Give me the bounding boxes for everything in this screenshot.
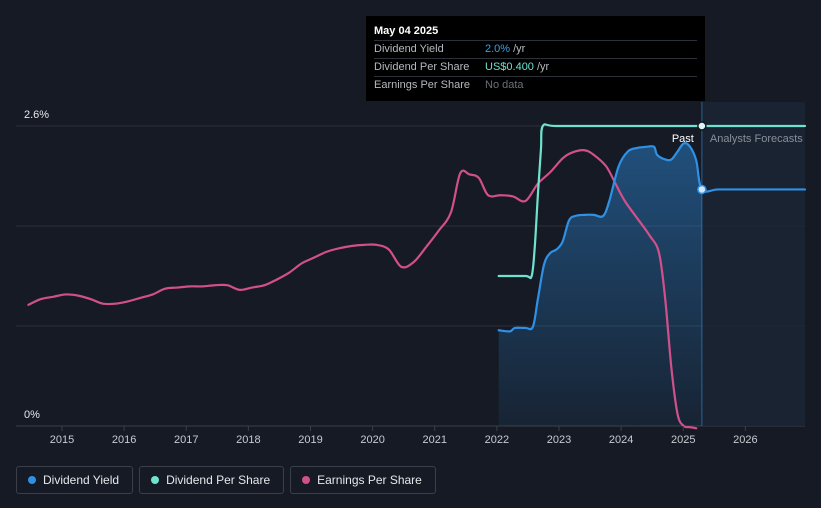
x-tick-label: 2020 [360, 434, 384, 446]
legend-label: Dividend Yield [43, 473, 120, 487]
x-tick-label: 2023 [547, 434, 571, 446]
tooltip-row-dividend-yield: Dividend Yield 2.0% /yr [374, 40, 697, 58]
tooltip-row-dividend-per-share: Dividend Per Share US$0.400 /yr [374, 58, 697, 76]
forecast-region [701, 102, 805, 426]
legend-dot-icon [151, 476, 160, 484]
x-tick-label: 2016 [112, 434, 136, 446]
tooltip-value: No data [485, 79, 524, 91]
legend-dot-icon [28, 476, 36, 484]
legend-label: Dividend Per Share [166, 473, 271, 487]
hover-markers [697, 121, 707, 195]
earnings-per-share-line [27, 149, 698, 430]
legend-label: Earnings Per Share [317, 473, 422, 487]
y-tick-label: 2.6% [24, 109, 49, 121]
chart-legend: Dividend Yield Dividend Per Share Earnin… [16, 466, 436, 494]
x-tick-label: 2017 [174, 434, 198, 446]
dividend-yield-marker [697, 184, 707, 195]
tooltip-row-earnings-per-share: Earnings Per Share No data [374, 76, 697, 94]
legend-item-earnings-per-share[interactable]: Earnings Per Share [290, 466, 436, 494]
dividend-yield-area [498, 102, 805, 427]
x-tick-label: 2026 [733, 434, 757, 446]
x-tick-label: 2024 [609, 434, 633, 446]
forecast-label: Analysts Forecasts [710, 133, 803, 145]
x-tick-label: 2018 [236, 434, 260, 446]
x-tick-label: 2025 [671, 434, 695, 446]
tooltip-value: 2.0% [485, 43, 511, 55]
x-tick-label: 2015 [50, 434, 74, 446]
tooltip-label: Dividend Yield [374, 43, 444, 55]
x-tick-label: 2019 [298, 434, 322, 446]
dividend-per-share-marker [697, 121, 707, 131]
dividend-yield-fill [498, 143, 702, 427]
legend-dot-icon [302, 476, 311, 484]
x-tick-label: 2021 [422, 434, 446, 446]
legend-item-dividend-yield[interactable]: Dividend Yield [16, 466, 134, 494]
dividend-yield-line [497, 142, 807, 333]
tooltip-unit: /yr [536, 61, 550, 73]
x-axis-ticks: 2015 2016 2017 2018 2019 2020 2021 2022 2023 2024… [50, 426, 758, 446]
past-label: Past [672, 133, 694, 145]
legend-item-dividend-per-share[interactable]: Dividend Per Share [139, 466, 285, 494]
hover-tooltip: May 04 2025 Dividend Yield 2.0% /yr Divi… [366, 16, 705, 101]
tooltip-label: Dividend Per Share [374, 61, 470, 73]
tooltip-date: May 04 2025 [374, 25, 439, 37]
tooltip-unit: /yr [513, 43, 526, 55]
tooltip-value: US$0.400 [485, 61, 534, 73]
y-axis-labels: 2.6% 0% [24, 109, 49, 421]
tooltip-label: Earnings Per Share [374, 79, 470, 91]
x-tick-label: 2022 [485, 434, 509, 446]
y-tick-label: 0% [24, 409, 40, 421]
